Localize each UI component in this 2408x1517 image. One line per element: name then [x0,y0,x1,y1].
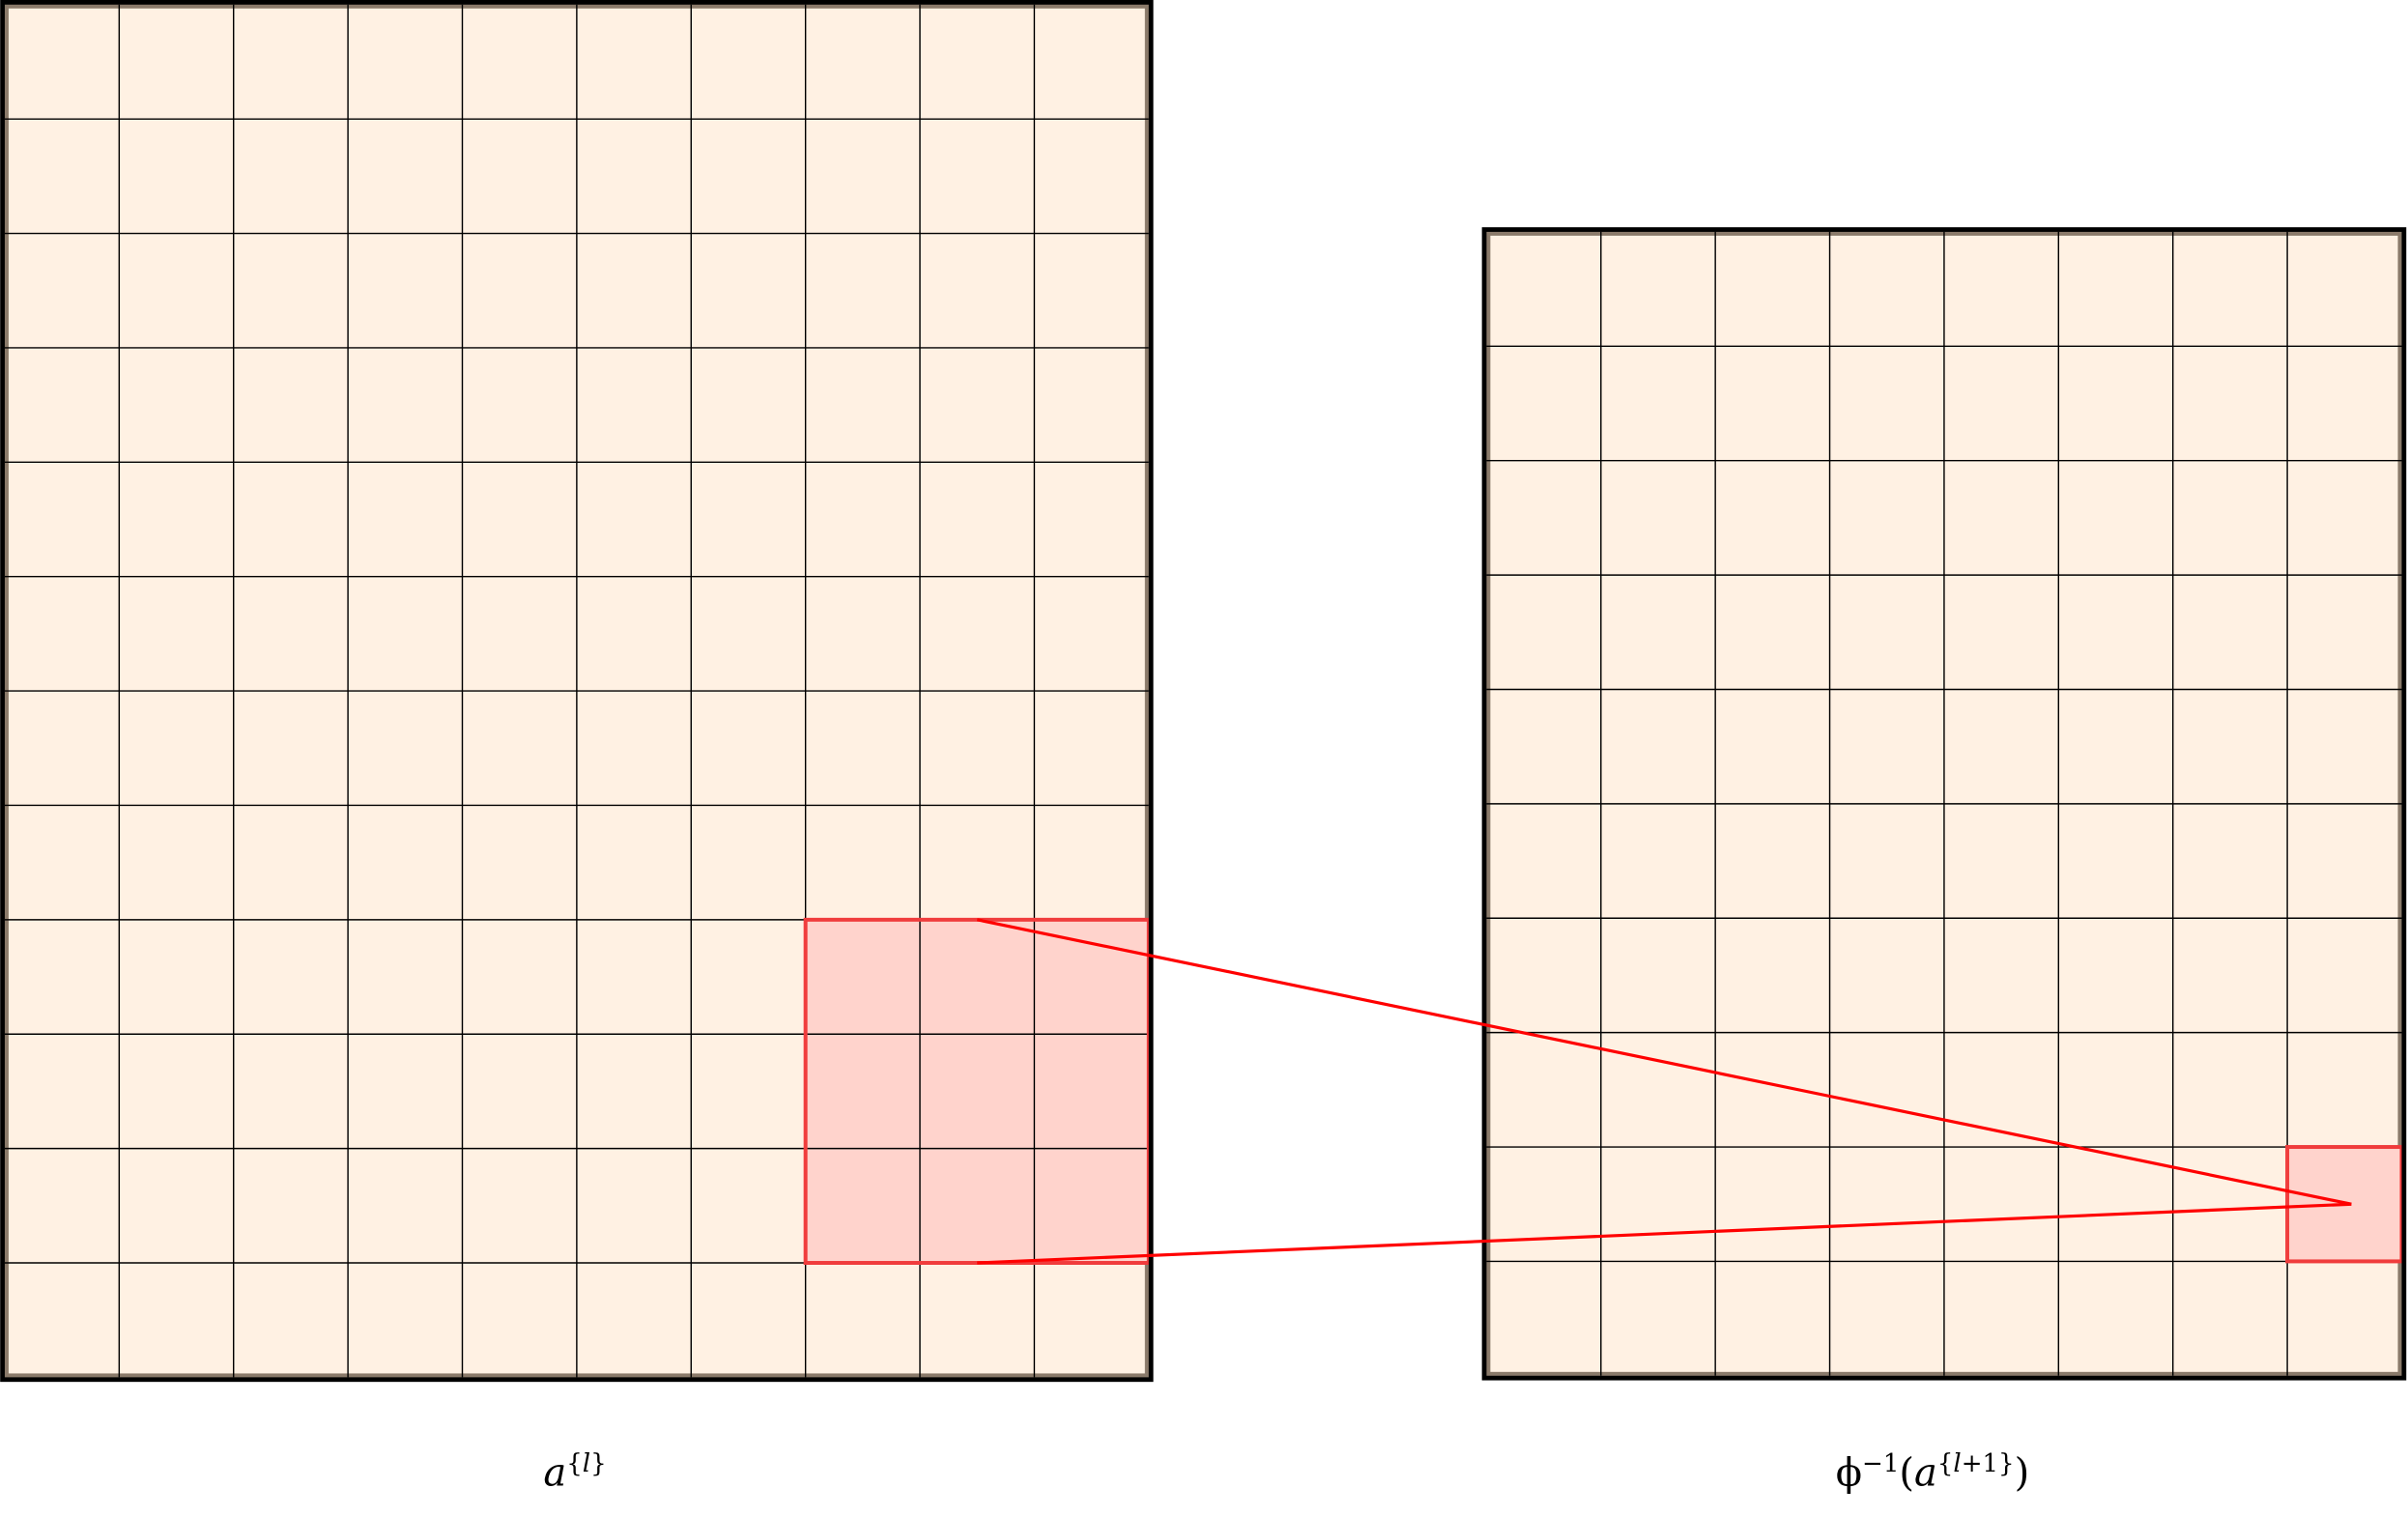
left-grid-label: a{l} [543,1449,607,1496]
left-feature-map-grid [0,0,1154,1383]
grid-border [1481,227,2407,1381]
grid-border [0,0,1154,1383]
right-grid-label: ϕ−1(a{l+1}) [1835,1449,2030,1496]
right-feature-map-grid [1481,227,2407,1381]
receptive-field-connector [976,918,2352,1265]
connector-line-bottom [977,1202,2352,1265]
connector-line-top [976,918,2352,1206]
highlight-region [805,919,1149,1264]
